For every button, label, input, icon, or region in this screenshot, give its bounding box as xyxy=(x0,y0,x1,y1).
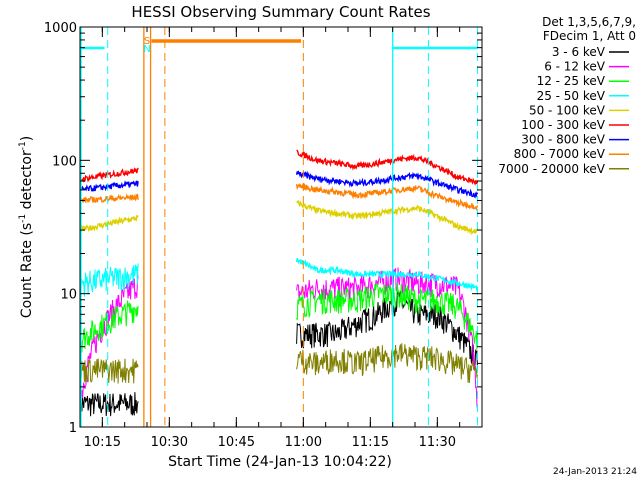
x-tick-label: 11:30 xyxy=(419,435,456,450)
series-trace-post xyxy=(295,170,479,199)
legend-entry-label: 50 - 100 keV xyxy=(529,103,606,117)
x-axis-ticks: 10:15 10:30 10:45 11:00 11:15 11:30 xyxy=(79,27,483,450)
series-trace-pre xyxy=(79,263,139,297)
legend-entry-label: 300 - 800 keV xyxy=(521,133,605,147)
series-trace-post xyxy=(296,343,478,383)
y-tick-label: 10 xyxy=(60,288,77,303)
x-tick-label: 11:15 xyxy=(352,435,389,450)
legend-entry-label: 800 - 7000 keV xyxy=(514,147,606,161)
y-axis-label-part: detector xyxy=(19,150,35,214)
legend-entry-label: 7000 - 20000 keV xyxy=(498,162,605,176)
series-trace-post xyxy=(295,182,479,212)
legend-header-line: FDecim 1, Att 0 xyxy=(543,29,636,43)
x-axis-label: Start Time (24-Jan-13 10:04:22) xyxy=(168,454,392,470)
series-trace-post xyxy=(296,282,478,350)
y-axis-label-part: ) xyxy=(19,136,35,141)
y-tick-label: 1 xyxy=(69,421,77,436)
series-trace-post xyxy=(296,200,478,236)
y-axis-label: Count Rate (s-1 detector-1) xyxy=(18,136,35,318)
y-axis-label-sup: -1 xyxy=(18,141,28,150)
y-tick-label: 1000 xyxy=(44,21,77,36)
series-trace-pre xyxy=(79,358,139,384)
x-tick-label: 10:45 xyxy=(218,435,255,450)
chart-title: HESSI Observing Summary Count Rates xyxy=(131,3,430,21)
timestamp: 24-Jan-2013 21:24 xyxy=(553,467,637,477)
series-trace-pre xyxy=(79,193,139,203)
x-tick-label: 11:00 xyxy=(285,435,322,450)
y-axis-label-part: Count Rate (s xyxy=(19,223,35,318)
series-trace-pre xyxy=(79,275,139,415)
x-tick-label: 10:15 xyxy=(84,435,121,450)
legend: Det 1,3,5,6,7,9, FDecim 1, Att 0 3 - 6 k… xyxy=(498,15,636,176)
y-axis-ticks: 1 10 100 1000 xyxy=(44,21,482,436)
legend-entry-label: 6 - 12 keV xyxy=(544,60,606,74)
x-tick-label: 10:30 xyxy=(151,435,188,450)
y-tick-label: 100 xyxy=(52,154,77,169)
saa-marker-label: S xyxy=(144,36,150,47)
series-trace-pre xyxy=(79,166,139,183)
legend-entry-label: 25 - 50 keV xyxy=(537,89,606,103)
series-trace-pre xyxy=(79,214,139,232)
legend-header-line: Det 1,3,5,6,7,9, xyxy=(542,15,636,29)
legend-entry-label: 100 - 300 keV xyxy=(521,118,605,132)
saa-marker-label: N xyxy=(143,44,150,55)
y-axis-label-sup: -1 xyxy=(18,214,28,223)
series-trace-post xyxy=(295,258,479,292)
series-trace-pre xyxy=(79,180,139,192)
series-trace-post xyxy=(296,289,478,371)
series-trace-pre xyxy=(79,300,139,353)
series-trace-post xyxy=(296,149,479,186)
plot-area: SN xyxy=(79,27,479,427)
legend-entry-label: 3 - 6 keV xyxy=(552,45,606,59)
series-trace-pre xyxy=(79,392,139,418)
legend-entry-label: 12 - 25 keV xyxy=(537,74,606,88)
